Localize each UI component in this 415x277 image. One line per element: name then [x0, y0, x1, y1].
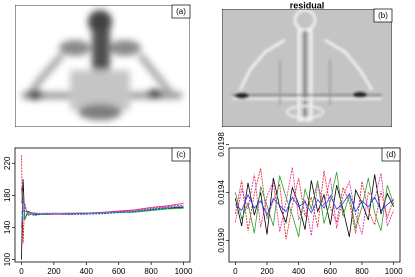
x-tick-label: 400	[80, 267, 94, 276]
y-tick-label: 0.0194	[217, 180, 226, 205]
x-tick-label: 600	[324, 267, 338, 276]
panel-label: (a)	[176, 7, 186, 16]
x-tick-label: 0	[233, 267, 238, 276]
y-tick-label: 140	[3, 220, 12, 234]
y-tick-label: 100	[3, 252, 12, 266]
panel-label: (b)	[378, 11, 388, 20]
panel-label-box	[171, 147, 191, 162]
x-tick-label: 0	[19, 267, 24, 276]
panel-label-box	[381, 147, 401, 162]
panel-label-box	[373, 8, 393, 23]
plot-area	[234, 167, 395, 240]
x-tick-label: 200	[47, 267, 61, 276]
x-tick-label: 1000	[385, 267, 403, 276]
plot-area	[21, 155, 184, 260]
plot-frame	[14, 147, 191, 263]
y-tick-label: 0.0190	[217, 228, 226, 253]
series-line	[234, 167, 395, 236]
y-tick-label: 0.0198	[217, 132, 226, 157]
x-tick-label: 600	[112, 267, 126, 276]
y-tick-label: 220	[3, 156, 12, 170]
series-line	[234, 171, 395, 237]
series-line	[21, 155, 184, 244]
plot-frame	[228, 147, 401, 263]
panel-title: residual	[290, 0, 325, 10]
series-line	[21, 187, 184, 215]
x-tick-label: 800	[355, 267, 369, 276]
panel-label-box	[171, 4, 191, 19]
y-tick-label: 180	[3, 188, 12, 202]
x-tick-label: 800	[144, 267, 158, 276]
x-tick-label: 400	[292, 267, 306, 276]
image-a	[15, 5, 190, 127]
series-line	[235, 192, 394, 217]
x-tick-label: 200	[260, 267, 274, 276]
image-b	[222, 9, 392, 127]
series-line	[21, 191, 184, 221]
x-tick-label: 1000	[175, 267, 193, 276]
series-line	[21, 179, 184, 260]
panel-label: (d)	[386, 150, 396, 159]
panel-label: (c)	[176, 150, 186, 159]
